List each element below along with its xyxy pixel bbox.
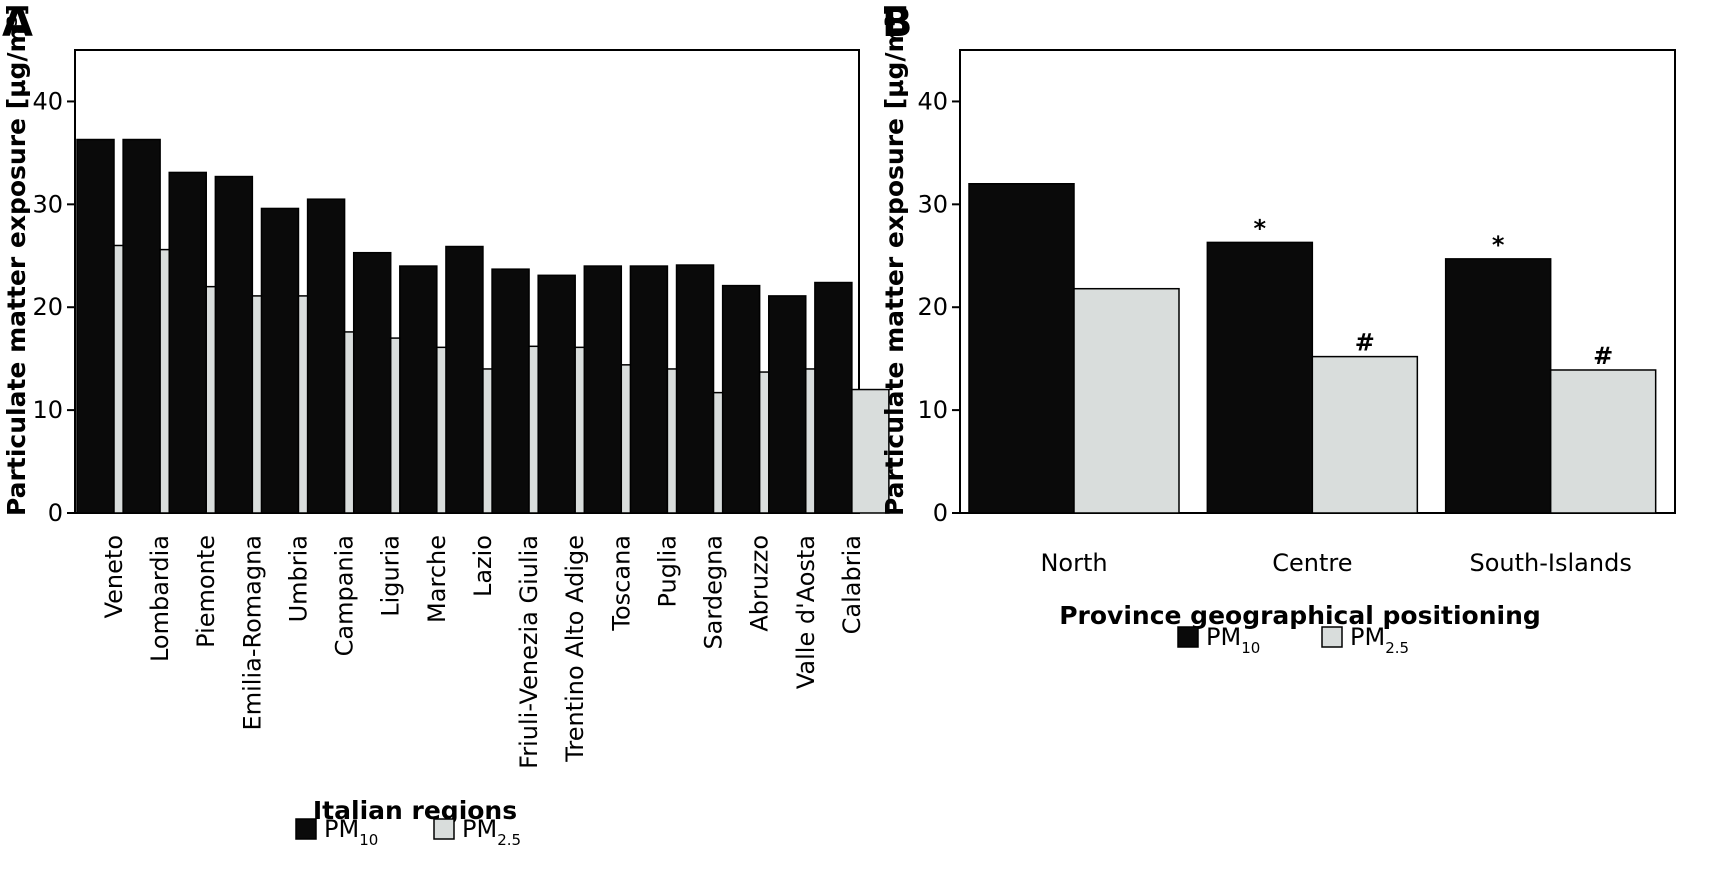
panel-b-significance-marker: * [1492,231,1505,259]
panel-a-bar-pm25 [851,388,890,514]
panel-a-bar-pm10 [122,138,161,514]
panel-a-category-label: Toscana [607,535,635,632]
panel-b-y-tick-label: 30 [917,190,948,218]
panel-a-category-label: Veneto [100,535,128,618]
panel-a-y-tick-label: 0 [48,499,63,527]
panel-a-bar-pm10 [583,265,623,514]
panel-b-legend-swatch [1321,626,1343,648]
panel-b-significance-marker: * [1254,214,1267,242]
panel-b-bar-pm10 [1206,241,1314,514]
panel-b-legend-swatch [1177,626,1199,648]
panel-a-category-label: Calabria [838,535,866,634]
panel-b-category-label: South-Islands [1470,549,1632,577]
panel-a-bar-pm10 [352,251,392,514]
panel-a-bar-pm10 [168,171,207,514]
panel-b: B Particulate matter exposure [µg/m³] 0 1… [880,0,1676,657]
panel-a-y-tick-label: 20 [32,293,63,321]
panel-a-bar-pm10 [260,207,300,514]
panel-b-bar-pm10 [1444,258,1552,514]
panel-b-letter: B [882,0,913,46]
panel-a-y-axis-title: Particulate matter exposure [µg/m³] [2,4,31,516]
panel-b-bar-pm10 [968,183,1075,514]
panel-a-category-label: Sardegna [700,535,728,650]
panel-a-bars [76,138,890,514]
panel-b-y-tick-label: 0 [933,499,948,527]
panel-a-category-label: Campania [331,535,359,656]
panel-b-bars: * # * # [968,183,1657,514]
panel-a-bar-pm10 [214,175,254,514]
panel-a-category-label: Marche [423,535,451,623]
panel-b-y-axis-title: Particulate matter exposure [µg/m³] [880,4,909,516]
panel-b-y-tick-label: 20 [917,293,948,321]
panel-b-y-tick-label: 40 [917,87,948,115]
panel-a-bar-pm10 [76,138,115,514]
panel-a-bar-pm10 [399,265,438,514]
panel-a-y-tick-label: 30 [32,190,63,218]
panel-b-bar-pm25 [1549,369,1657,514]
panel-b-significance-marker: # [1593,342,1613,370]
panel-a-bar-pm10 [445,245,484,514]
panel-a-y-tick-label: 40 [32,87,63,115]
panel-a-letter: A [2,0,33,46]
panel-b-bar-pm25 [1073,287,1180,514]
panel-a-category-label: Puglia [653,535,681,608]
panel-b-category-label: Centre [1272,549,1352,577]
panel-a-bar-pm10 [629,265,669,514]
panel-b-category-labels: North Centre South-Islands [1040,549,1631,577]
panel-a-bar-pm10 [814,281,853,514]
panel-a-category-label: Trentino Alto Adige [561,535,589,763]
panel-a-category-label: Abruzzo [746,535,774,632]
panel-a-y-tick-label: 10 [32,396,63,424]
panel-a-category-label: Friuli-Venezia Giulia [515,535,543,769]
panel-b-category-label: North [1040,549,1107,577]
panel-a-legend-swatch [433,818,455,840]
panel-a-category-label: Umbria [284,535,312,622]
panel-a-category-labels: Veneto Lombardia Piemonte Emilia-Romagna Umb… [100,535,866,769]
panel-a-bar-pm10 [491,268,530,514]
panel-b-bar-pm25 [1311,355,1419,514]
panel-a-category-label: Liguria [377,535,405,617]
panel-a-bar-pm10 [306,198,346,514]
panel-a-category-label: Piemonte [192,535,220,648]
panel-b-significance-marker: # [1355,329,1375,357]
panel-a-x-axis-title: Italian regions [313,796,517,825]
panel-a-category-label: Emilia-Romagna [238,535,266,730]
panel-b-x-axis-title: Province geographical positioning [1059,601,1541,630]
panel-b-y-tick-label: 10 [917,396,948,424]
panel-a-category-label: Lombardia [146,535,174,662]
panel-a-legend-swatch [295,818,317,840]
panel-a-bar-pm10 [721,284,761,514]
panel-a: A Particulate matter exposure [µg/m³] 0 1… [2,0,890,849]
panel-a-bar-pm10 [675,264,715,514]
panel-a-bar-pm10 [768,295,807,514]
panel-a-category-label: Valle d'Aosta [792,535,820,689]
panel-a-bar-pm10 [537,274,576,514]
panel-a-category-label: Lazio [469,535,497,597]
